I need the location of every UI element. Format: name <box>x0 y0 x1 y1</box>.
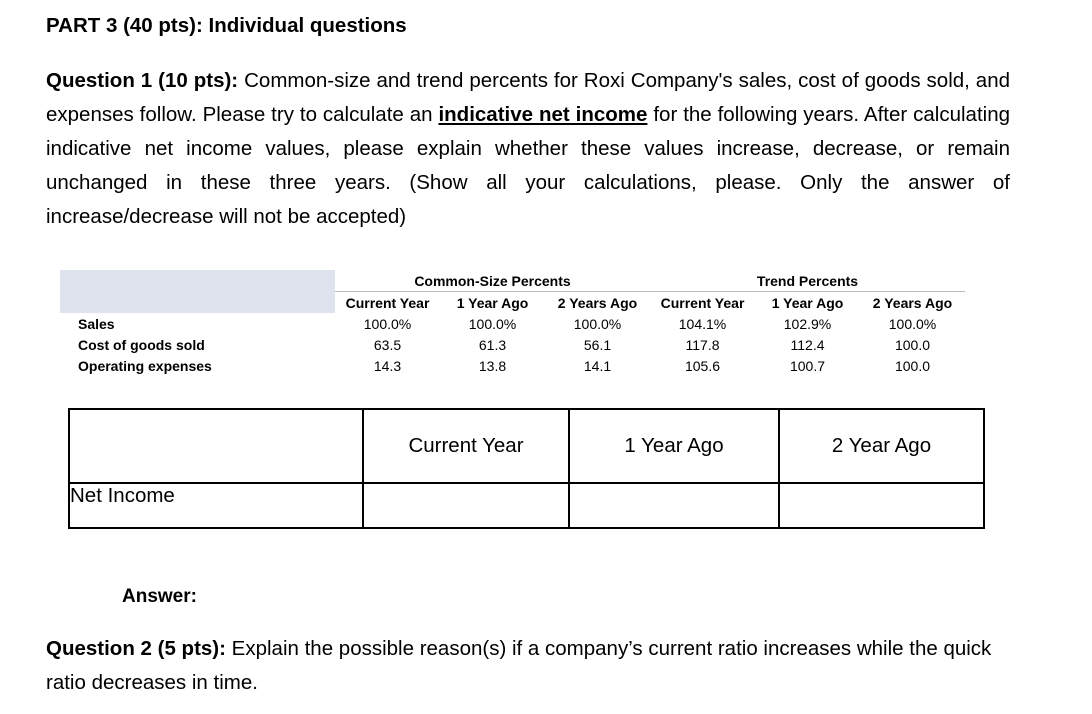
cell: 102.9% <box>783 315 832 332</box>
cell <box>60 291 335 313</box>
data-table: Common-Size Percents Trend Percents Curr… <box>60 270 965 376</box>
group-header: Trend Percents <box>650 270 965 292</box>
cell: 100.0 <box>894 336 931 353</box>
row-label: Sales <box>78 315 115 332</box>
cell: 63.5 <box>373 336 402 353</box>
emphasis: indicative net income <box>438 103 648 126</box>
cell: 100.7 <box>789 357 826 374</box>
cell: 14.3 <box>373 357 402 374</box>
question-text: Explain the possible reason(s) if a comp… <box>46 637 992 694</box>
cell <box>568 482 780 529</box>
cell <box>60 270 335 292</box>
cell: 13.8 <box>478 357 507 374</box>
column-header: 2 Year Ago <box>778 408 985 484</box>
question-2: Question 2 (5 pts): Explain the possible… <box>46 632 1010 700</box>
cell: 112.4 <box>790 336 825 353</box>
column-header: 1 Year Ago <box>456 294 529 311</box>
column-header: 2 Years Ago <box>557 294 638 311</box>
column-header: Current Year <box>345 294 430 311</box>
column-header: Current Year <box>362 408 570 484</box>
group-header: Common-Size Percents <box>335 270 650 292</box>
cell: 100.0% <box>468 315 517 332</box>
cell: 117.8 <box>685 336 720 353</box>
question-text: Common-size and trend percents for Roxi … <box>46 69 1010 126</box>
cell <box>362 482 570 529</box>
cell: 100.0% <box>888 315 937 332</box>
cell: 14.1 <box>583 357 612 374</box>
answer-label: Answer: <box>122 586 197 607</box>
row: Sales 100.0% 100.0% 100.0% 104.1% 102.9% 100.0… <box>60 313 965 334</box>
row-label: Net Income <box>68 482 364 529</box>
row: Cost of goods sold 63.5 61.3 56.1 117.8 112.4… <box>60 334 965 355</box>
row-label: Cost of goods sold <box>78 336 205 353</box>
cell: 61.3 <box>478 336 507 353</box>
row-label: Operating expenses <box>78 357 212 374</box>
column-header: 1 Year Ago <box>771 294 844 311</box>
question-text: for the following years. After calculati… <box>46 103 1010 228</box>
cell: 56.1 <box>583 336 612 353</box>
column-header-row: Current Year 1 Year Ago 2 Years Ago Current… <box>60 291 965 313</box>
cell <box>68 408 364 484</box>
row: Operating expenses 14.3 13.8 14.1 105.6 100.7… <box>60 355 965 376</box>
part-title: PART 3 (40 pts): Individual questions <box>46 14 407 37</box>
column-header: Current Year <box>660 294 745 311</box>
cell: 100.0% <box>363 315 412 332</box>
column-header: 1 Year Ago <box>568 408 780 484</box>
group-header-row: Common-Size Percents Trend Percents <box>60 270 965 292</box>
cell <box>778 482 985 529</box>
cell: 100.0% <box>573 315 622 332</box>
row: Net Income <box>68 482 985 529</box>
question-label: Question 2 (5 pts): <box>46 637 226 660</box>
question-label: Question 1 (10 pts): <box>46 69 239 92</box>
question-1: Question 1 (10 pts): Common-size and tre… <box>46 64 1010 234</box>
cell: 105.6 <box>684 357 721 374</box>
answer-table: Current Year 1 Year Ago 2 Year Ago Net I… <box>68 408 985 529</box>
cell: 100.0 <box>894 357 931 374</box>
column-header: 2 Years Ago <box>872 294 953 311</box>
header-row: Current Year 1 Year Ago 2 Year Ago <box>68 408 985 484</box>
cell: 104.1% <box>678 315 727 332</box>
